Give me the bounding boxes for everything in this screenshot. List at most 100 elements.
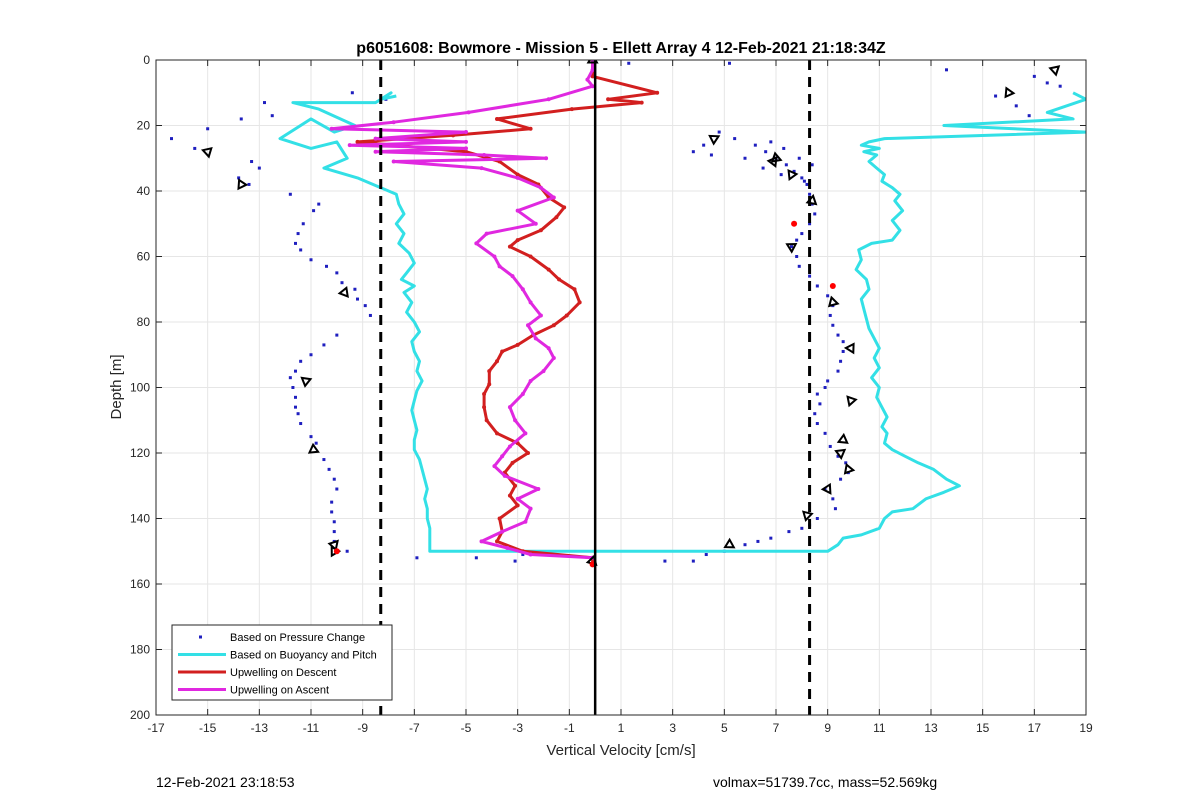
pressure-change-point bbox=[691, 150, 695, 154]
pressure-change-point bbox=[193, 146, 197, 150]
series-point bbox=[655, 90, 660, 95]
series-point bbox=[373, 136, 378, 141]
pressure-change-point bbox=[797, 264, 801, 268]
legend-swatch-dot bbox=[199, 635, 202, 639]
ticks: -17 -15 -13 -11 -9 -7 -5 -3 -1 1 3 5 7 9 11 13 15 17 19020… bbox=[130, 53, 1093, 735]
series-point bbox=[557, 277, 561, 282]
pressure-change-point bbox=[237, 176, 241, 180]
pressure-change-point bbox=[288, 192, 292, 196]
pressure-change-point bbox=[332, 477, 336, 481]
series-line-2 bbox=[356, 60, 659, 565]
series-point bbox=[484, 418, 489, 423]
pressure-change-point bbox=[841, 340, 845, 344]
triangle-marker bbox=[200, 146, 213, 159]
series-point bbox=[528, 254, 533, 259]
triangle-marker bbox=[785, 242, 798, 254]
pressure-change-point bbox=[831, 497, 835, 501]
pressure-change-point bbox=[1058, 84, 1062, 88]
pressure-change-point bbox=[299, 248, 303, 252]
series-point bbox=[329, 126, 334, 131]
triangle-marker bbox=[787, 168, 799, 182]
pressure-change-point bbox=[299, 359, 303, 363]
x-tick-label: 5 bbox=[721, 721, 728, 735]
series-point bbox=[464, 149, 468, 154]
series-point bbox=[495, 116, 499, 121]
pressure-change-point bbox=[521, 553, 525, 557]
pressure-change-point bbox=[813, 412, 817, 416]
series-point bbox=[541, 369, 546, 374]
y-tick-label: 20 bbox=[137, 119, 151, 133]
red-marker-point bbox=[333, 548, 340, 555]
pressure-change-point bbox=[309, 435, 313, 439]
pressure-change-point bbox=[828, 444, 832, 448]
pressure-change-point bbox=[335, 271, 339, 275]
series-point bbox=[507, 405, 512, 410]
pressure-change-point bbox=[787, 530, 791, 534]
series-point bbox=[464, 139, 468, 144]
pressure-change-point bbox=[808, 222, 812, 226]
pressure-change-point bbox=[826, 379, 830, 383]
pressure-change-point bbox=[170, 137, 173, 141]
series-point bbox=[355, 139, 360, 144]
pressure-change-point bbox=[808, 274, 812, 278]
series-point bbox=[533, 336, 538, 341]
y-tick-label: 200 bbox=[130, 708, 150, 722]
series-point bbox=[564, 313, 569, 318]
pressure-change-point bbox=[815, 517, 819, 520]
legend-box bbox=[171, 624, 393, 701]
series-point bbox=[466, 110, 471, 115]
pressure-change-point bbox=[294, 395, 297, 399]
pressure-change-point bbox=[270, 114, 274, 118]
series-point bbox=[528, 552, 533, 557]
series-4 bbox=[200, 60, 1061, 567]
pressure-change-point bbox=[294, 241, 297, 245]
pressure-change-point bbox=[332, 530, 336, 534]
legend-label: Based on Buoyancy and Pitch bbox=[230, 650, 377, 662]
x-tick-label: 19 bbox=[1079, 721, 1093, 735]
pressure-change-point bbox=[353, 287, 357, 291]
pressure-change-point bbox=[288, 376, 292, 380]
pressure-change-point bbox=[756, 539, 760, 543]
pressure-change-point bbox=[844, 461, 848, 465]
pressure-change-point bbox=[627, 61, 631, 65]
y-tick-label: 120 bbox=[130, 446, 150, 460]
pressure-change-point bbox=[704, 553, 708, 557]
pressure-change-point bbox=[836, 333, 840, 337]
y-tick-label: 60 bbox=[137, 250, 151, 264]
y-tick-label: 180 bbox=[130, 643, 150, 657]
pressure-change-point bbox=[761, 166, 765, 170]
pressure-change-point bbox=[322, 458, 326, 462]
series-3 bbox=[329, 60, 595, 560]
pressure-change-point bbox=[296, 412, 300, 416]
series-point bbox=[482, 392, 487, 397]
y-tick-label: 0 bbox=[143, 53, 150, 67]
triangle-marker bbox=[723, 537, 736, 549]
pressure-change-point bbox=[779, 173, 783, 177]
x-tick-label: 17 bbox=[1028, 721, 1042, 735]
series-point bbox=[510, 460, 515, 465]
x-tick-label: 15 bbox=[976, 721, 990, 735]
pressure-change-point bbox=[345, 549, 349, 553]
series-point bbox=[546, 346, 551, 351]
series-point bbox=[500, 454, 505, 459]
x-tick-label: 1 bbox=[618, 721, 625, 735]
x-tick-label: -15 bbox=[199, 721, 217, 735]
y-tick-label: 140 bbox=[130, 512, 150, 526]
pressure-change-point bbox=[717, 130, 721, 134]
x-tick-label: 9 bbox=[824, 721, 831, 735]
series-point bbox=[492, 254, 497, 259]
series-point bbox=[507, 444, 512, 449]
series-point bbox=[520, 392, 525, 397]
pressure-change-point bbox=[792, 169, 796, 173]
series-point bbox=[464, 146, 468, 151]
series-point bbox=[507, 244, 512, 249]
series-point bbox=[551, 323, 556, 328]
pressure-change-point bbox=[513, 559, 517, 563]
series-point bbox=[639, 100, 644, 105]
pressure-change-point bbox=[325, 264, 328, 268]
pressure-change-point bbox=[782, 146, 786, 150]
pressure-change-point bbox=[330, 500, 334, 504]
series-point bbox=[515, 172, 520, 177]
series-point bbox=[590, 84, 595, 89]
pressure-change-point bbox=[753, 143, 757, 147]
